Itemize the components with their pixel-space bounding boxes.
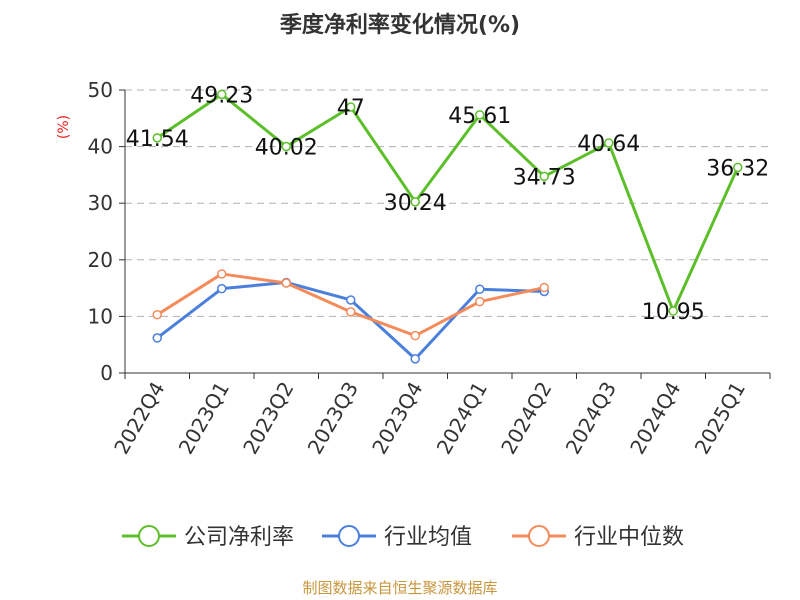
data-label: 34.73 [513, 165, 576, 190]
series-line [156, 280, 545, 361]
x-tick-label: 2024Q2 [496, 378, 556, 459]
y-tick-label: 50 [88, 78, 113, 102]
y-axis-label: (%) [56, 115, 72, 139]
data-point [152, 133, 162, 143]
legend-circle-icon [138, 525, 160, 547]
legend-circle-icon [338, 525, 360, 547]
x-tick-label: 2023Q4 [367, 378, 427, 459]
data-point [410, 197, 420, 207]
legend-item: 公司净利率 [122, 525, 294, 550]
x-tick-label: 2022Q4 [109, 378, 169, 459]
data-point [346, 295, 356, 305]
data-point [733, 162, 743, 173]
data-point [410, 330, 420, 341]
x-tick-label: 2024Q3 [561, 378, 621, 459]
data-label: 40.64 [577, 132, 640, 157]
x-tick-label: 2024Q1 [432, 378, 492, 459]
data-point [346, 307, 356, 317]
legend-item: 行业均值 [322, 525, 472, 550]
data-point [668, 306, 678, 316]
data-point [410, 354, 420, 364]
x-tick-label: 2023Q2 [238, 378, 298, 459]
data-point [217, 89, 227, 100]
data-point [217, 283, 227, 294]
y-tick-label: 20 [88, 248, 113, 272]
data-label: 45.61 [448, 104, 511, 129]
data-point [346, 102, 356, 112]
legend-label: 行业均值 [384, 525, 472, 550]
source-note: 制图数据来自恒生聚源数据库 [302, 579, 497, 597]
axes: 0 10 20 30 40 50 2022Q4 2023Q1 2023Q2 2023Q3 2023Q… [88, 78, 771, 459]
series-lines [152, 89, 743, 364]
series-line [156, 92, 740, 313]
data-point [152, 309, 162, 320]
data-label: 10.95 [642, 300, 705, 325]
data-label: 41.54 [126, 127, 189, 152]
data-label: 47 [337, 96, 365, 121]
data-point [217, 269, 227, 279]
data-point [281, 141, 291, 152]
data-label: 49.23 [190, 83, 253, 108]
data-point [475, 110, 485, 120]
data-label: 40.02 [255, 135, 318, 160]
chart-title: 季度净利率变化情况(%) [280, 12, 520, 38]
series-line [156, 272, 545, 338]
data-point [281, 278, 291, 288]
y-tick-label: 10 [88, 304, 113, 328]
data-point [152, 333, 162, 343]
legend-label: 公司净利率 [184, 525, 294, 550]
data-point [604, 138, 614, 148]
y-tick-label: 0 [100, 361, 113, 385]
x-tick-label: 2024Q4 [625, 378, 685, 459]
y-tick-label: 30 [88, 191, 113, 215]
legend-item: 行业中位数 [512, 525, 684, 550]
x-tick-label: 2023Q3 [303, 378, 363, 459]
data-point [539, 282, 549, 293]
data-point [475, 284, 485, 294]
data-label: 36.32 [706, 156, 769, 181]
data-point [539, 171, 549, 182]
x-tick-label: 2023Q1 [174, 378, 234, 459]
legend: 公司净利率 行业均值 行业中位数 [122, 525, 684, 550]
data-point [475, 296, 485, 307]
data-label: 30.24 [384, 191, 447, 216]
legend-circle-icon [528, 525, 550, 547]
y-tick-label: 40 [88, 135, 113, 159]
x-tick-label: 2025Q1 [690, 378, 750, 459]
legend-label: 行业中位数 [574, 525, 684, 550]
